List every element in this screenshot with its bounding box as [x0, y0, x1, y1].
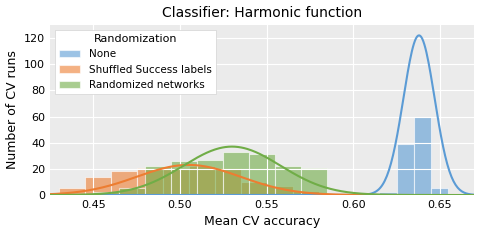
Bar — [137, 168, 163, 195]
Bar — [448, 194, 466, 195]
Bar — [197, 160, 223, 195]
Bar — [379, 192, 396, 195]
Bar — [301, 168, 327, 195]
Legend: None, Shuffled Success labels, Randomized networks: None, Shuffled Success labels, Randomize… — [55, 30, 216, 94]
Y-axis label: Number of CV runs: Number of CV runs — [6, 51, 19, 169]
Bar — [171, 161, 197, 195]
Bar — [163, 168, 189, 195]
Bar — [249, 154, 275, 195]
Bar — [431, 188, 448, 195]
Bar — [59, 188, 85, 195]
Bar — [414, 117, 431, 195]
Title: Classifier: Harmonic function: Classifier: Harmonic function — [162, 6, 362, 20]
Bar — [94, 192, 120, 195]
Bar — [145, 166, 171, 195]
Bar — [189, 166, 215, 195]
Bar — [293, 191, 319, 195]
X-axis label: Mean CV accuracy: Mean CV accuracy — [204, 216, 320, 228]
Bar — [275, 166, 301, 195]
Bar — [240, 182, 266, 195]
Bar — [67, 194, 94, 195]
Bar — [396, 144, 414, 195]
Bar — [362, 194, 379, 195]
Bar — [111, 172, 137, 195]
Bar — [223, 152, 249, 195]
Bar — [85, 177, 111, 195]
Bar — [215, 168, 240, 195]
Bar — [120, 188, 145, 195]
Bar — [266, 186, 293, 195]
